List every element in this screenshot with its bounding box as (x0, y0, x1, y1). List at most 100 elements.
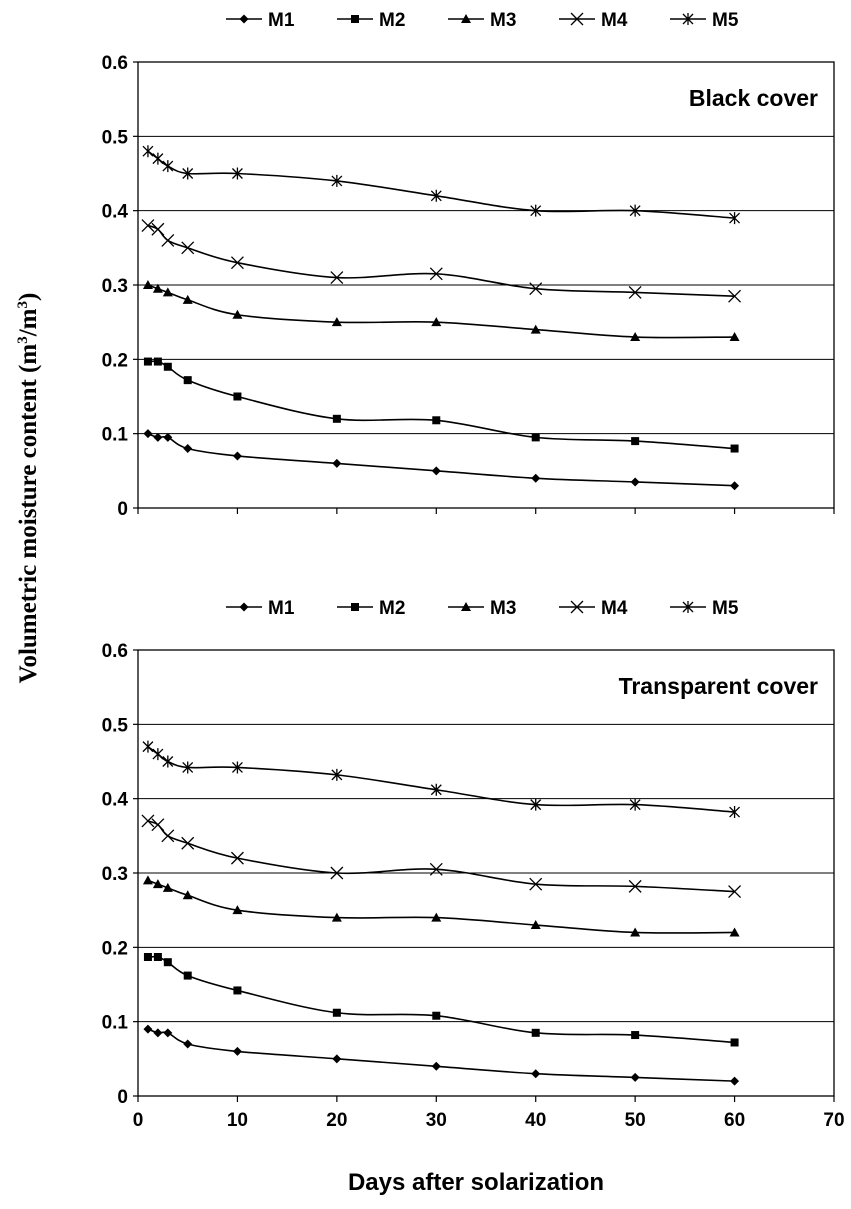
data-point (232, 451, 242, 461)
series-line (147, 879, 735, 934)
data-point (182, 294, 193, 304)
legend-label: M2 (379, 10, 405, 31)
legend-label: M4 (601, 10, 628, 31)
data-point (529, 877, 543, 891)
data-point (530, 798, 542, 811)
legend-marker (570, 12, 584, 26)
data-point (631, 1031, 640, 1040)
data-point (529, 282, 543, 296)
data-point (629, 798, 641, 811)
data-point (730, 444, 739, 453)
data-point (143, 429, 153, 439)
y-tick-label: 0.4 (102, 202, 129, 223)
data-point (531, 1028, 540, 1037)
legend-marker (351, 15, 359, 23)
data-point (161, 233, 175, 247)
x-tick-label: 50 (625, 1110, 646, 1131)
legend-marker (351, 603, 359, 611)
data-point (330, 271, 344, 285)
y-tick-label: 0 (117, 499, 128, 520)
data-point (331, 317, 342, 327)
data-point (331, 174, 343, 187)
data-point (183, 971, 192, 980)
data-point (152, 283, 163, 293)
x-tick-label: 60 (724, 1110, 745, 1131)
legend-label: M3 (490, 598, 516, 619)
series-line (147, 745, 735, 813)
x-tick-label: 40 (525, 1110, 546, 1131)
data-point (151, 818, 165, 832)
data-point (181, 241, 195, 255)
data-point (332, 414, 341, 423)
x-tick-label: 20 (326, 1110, 347, 1131)
data-point (142, 145, 154, 158)
y-tick-label: 0.3 (102, 864, 128, 885)
series-m1 (143, 429, 740, 491)
legend-label: M5 (712, 10, 739, 31)
data-point (431, 1061, 441, 1071)
data-point (431, 317, 442, 327)
data-point (143, 357, 152, 366)
series-m5 (142, 740, 741, 819)
data-point (233, 986, 242, 995)
x-tick-label: 10 (227, 1110, 248, 1131)
legend-marker (682, 601, 694, 613)
series-m3 (142, 280, 740, 342)
series-m3 (142, 875, 740, 937)
data-point (629, 204, 641, 217)
data-point (628, 879, 642, 893)
y-tick-label: 0.1 (102, 1013, 129, 1034)
series-m4 (141, 219, 742, 303)
data-point (182, 167, 194, 180)
plot-area (137, 61, 835, 509)
data-point (729, 806, 741, 819)
data-point (183, 444, 193, 454)
data-point (141, 219, 155, 232)
data-point (163, 1028, 173, 1038)
data-point (232, 905, 243, 915)
data-point (729, 332, 740, 342)
data-point (231, 761, 243, 774)
data-point (230, 851, 244, 865)
y-tick-label: 0 (117, 1087, 128, 1108)
data-point (153, 1028, 163, 1038)
data-point (432, 1011, 441, 1020)
data-point (430, 783, 442, 796)
data-point (153, 432, 163, 442)
data-point (331, 768, 343, 781)
data-point (230, 256, 244, 270)
data-point (142, 740, 154, 753)
data-point (730, 481, 740, 491)
data-point (332, 458, 342, 468)
data-point (161, 829, 175, 843)
data-point (162, 287, 173, 297)
series-m4 (141, 814, 742, 899)
data-point (728, 885, 742, 899)
data-point (183, 376, 192, 385)
data-point (631, 437, 640, 446)
legend-label: M1 (268, 598, 295, 619)
data-point (143, 1024, 153, 1034)
data-point (142, 280, 153, 289)
data-point (530, 920, 541, 930)
data-point (730, 1038, 739, 1047)
data-point (153, 357, 162, 366)
data-point (232, 1046, 242, 1056)
data-point (630, 927, 641, 937)
data-point (531, 473, 541, 483)
y-tick-label: 0.5 (102, 127, 129, 148)
data-point (143, 952, 152, 961)
y-tick-label: 0.5 (102, 715, 129, 736)
y-tick-label: 0.6 (102, 641, 128, 662)
chart-panel-2: 0 0.1 0.2 0.3 0.4 0.5 0.6 0 10 20 30 40 50 60 70 Transp… (102, 598, 845, 1196)
legend-marker (239, 602, 249, 612)
data-point (162, 160, 174, 173)
legend-label: M4 (601, 598, 628, 619)
chart-panel-1: 0 0.1 0.2 0.3 0.4 0.5 0.6 Black cover M1 M2 M3 M4 M5 (102, 10, 835, 520)
data-point (630, 1072, 640, 1082)
panel-title: Black cover (689, 85, 818, 111)
data-point (729, 212, 741, 225)
data-point (163, 432, 173, 442)
series-m2 (143, 952, 739, 1047)
